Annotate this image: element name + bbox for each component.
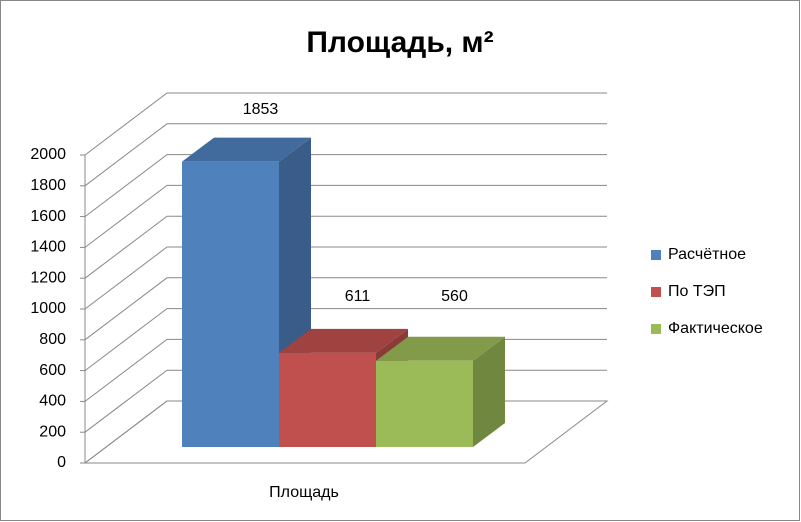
chart-title: Площадь, м² (306, 26, 493, 59)
grid-line (84, 184, 607, 248)
grid-line (84, 154, 607, 217)
bar-top (376, 336, 505, 361)
bar-side (473, 336, 505, 447)
grid-line (84, 92, 607, 156)
legend-swatch (651, 250, 661, 260)
legend-swatch (651, 287, 661, 297)
y-tick-label: 1800 (30, 177, 66, 194)
bar (279, 352, 376, 447)
value-label: 560 (441, 288, 468, 305)
legend-label: Расчётное (668, 246, 746, 263)
y-tick-label: 1200 (30, 269, 66, 286)
grid-line (84, 277, 607, 341)
grid-line (84, 215, 607, 279)
x-tick-label: Площадь (269, 484, 339, 501)
y-tick-label: 2000 (30, 146, 66, 163)
bar-top (182, 137, 311, 162)
legend-label: Фактическое (668, 320, 763, 337)
grid-line (84, 308, 607, 371)
grid-line (84, 246, 607, 310)
value-label: 611 (345, 288, 371, 305)
legend-swatch (651, 324, 661, 334)
grid-line (84, 123, 607, 187)
y-tick-label: 1000 (30, 300, 66, 317)
y-tick-label: 1400 (30, 239, 66, 256)
legend-label: По ТЭП (668, 283, 726, 300)
y-tick-label: 200 (39, 423, 66, 440)
value-label: 1853 (243, 101, 279, 118)
y-tick-label: 400 (39, 393, 66, 410)
y-tick-label: 0 (57, 454, 66, 471)
bar (182, 161, 279, 447)
bar-top (279, 328, 408, 353)
y-tick-label: 800 (39, 331, 66, 348)
bar (376, 360, 473, 447)
y-tick-label: 1600 (30, 208, 66, 225)
y-tick-label: 600 (39, 362, 66, 379)
